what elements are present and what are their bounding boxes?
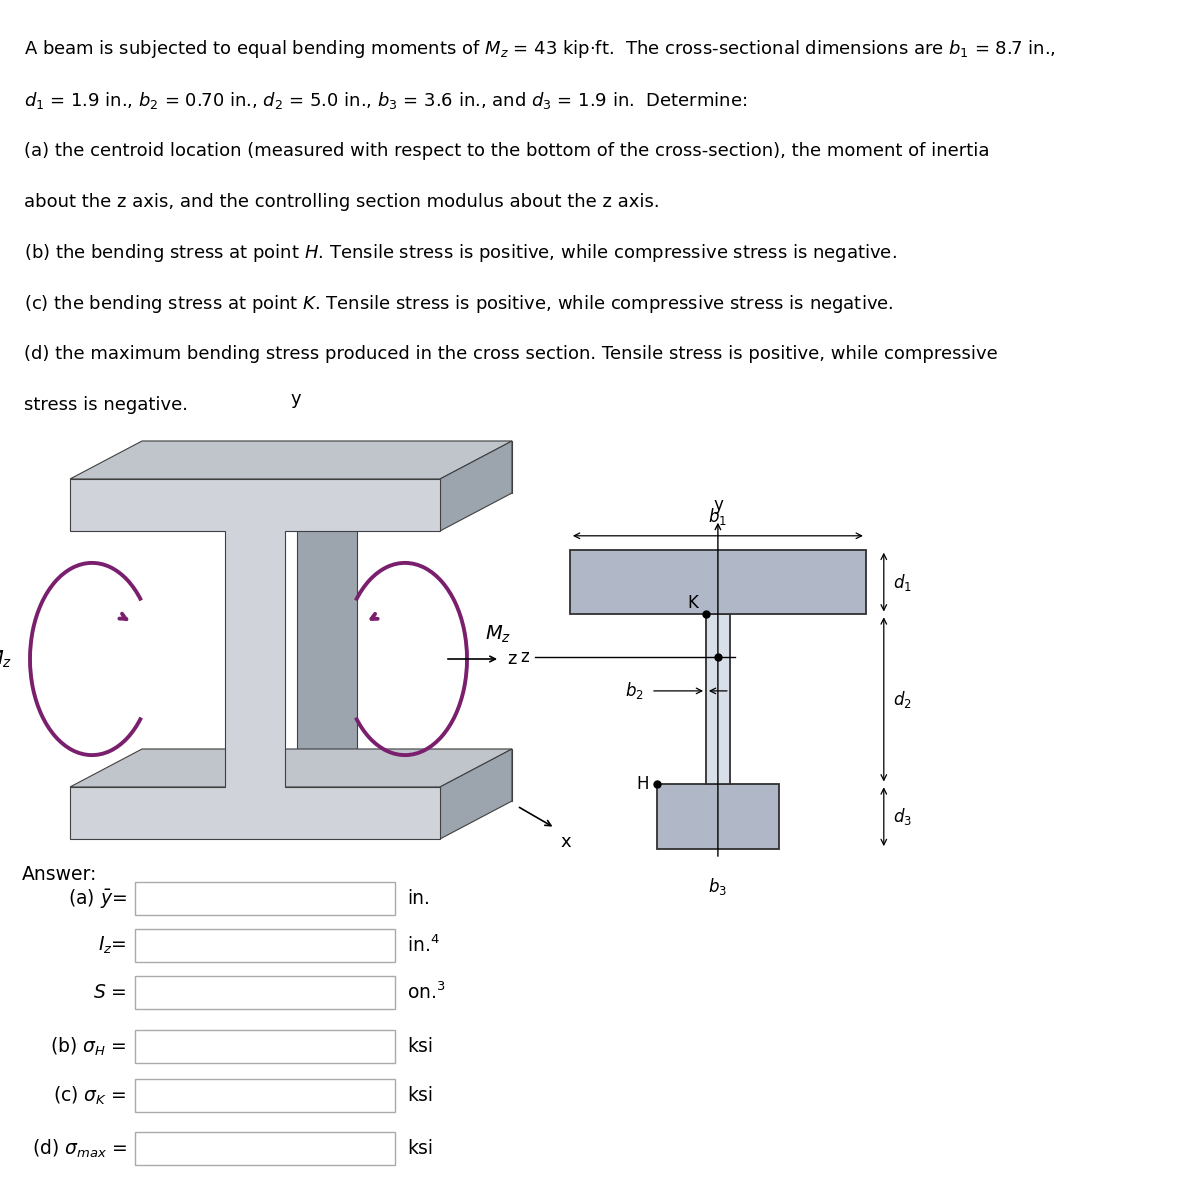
Text: (c) $\sigma_K$ =: (c) $\sigma_K$ = (53, 1085, 127, 1106)
Text: $b_3$: $b_3$ (709, 876, 728, 896)
Text: $M_z$: $M_z$ (485, 623, 511, 644)
Text: $b_1$: $b_1$ (709, 505, 728, 527)
Text: y: y (713, 496, 723, 514)
Text: H: H (636, 775, 648, 793)
Polygon shape (656, 785, 779, 848)
Text: $d_1$: $d_1$ (892, 571, 911, 593)
Text: (d) $\sigma_{max}$ =: (d) $\sigma_{max}$ = (32, 1138, 127, 1159)
Polygon shape (70, 440, 512, 479)
Text: (b) the bending stress at point $H$. Tensile stress is positive, while compressi: (b) the bending stress at point $H$. Ten… (24, 241, 897, 264)
Polygon shape (225, 493, 357, 530)
Text: (d) the maximum bending stress produced in the cross section. Tensile stress is : (d) the maximum bending stress produced … (24, 346, 998, 364)
Text: ksi: ksi (406, 1086, 433, 1105)
Text: $b_2$: $b_2$ (626, 680, 643, 701)
Text: x: x (561, 833, 571, 851)
Text: $d_1$ = 1.9 in., $b_2$ = 0.70 in., $d_2$ = 5.0 in., $b_3$ = 3.6 in., and $d_3$ =: $d_1$ = 1.9 in., $b_2$ = 0.70 in., $d_2$… (24, 90, 747, 110)
Text: $I_z$=: $I_z$= (98, 935, 127, 956)
Polygon shape (440, 749, 512, 839)
Text: z: z (520, 648, 529, 666)
Text: about the z axis, and the controlling section modulus about the z axis.: about the z axis, and the controlling se… (24, 193, 659, 211)
Polygon shape (142, 440, 512, 802)
FancyBboxPatch shape (135, 1079, 395, 1112)
Text: K: K (687, 594, 698, 612)
Text: in.$^4$: in.$^4$ (406, 935, 440, 956)
Text: Answer:: Answer: (23, 865, 97, 884)
Polygon shape (440, 440, 512, 530)
Text: $d_2$: $d_2$ (892, 689, 911, 710)
FancyBboxPatch shape (135, 1132, 395, 1165)
Text: stress is negative.: stress is negative. (24, 396, 187, 414)
FancyBboxPatch shape (135, 882, 395, 914)
Text: ksi: ksi (406, 1139, 433, 1158)
Polygon shape (70, 479, 440, 839)
Text: z: z (507, 650, 517, 668)
FancyBboxPatch shape (135, 976, 395, 1009)
Text: A beam is subjected to equal bending moments of $M_z$ = 43 kip·ft.  The cross-se: A beam is subjected to equal bending mom… (24, 38, 1056, 60)
Text: ksi: ksi (406, 1037, 433, 1056)
Text: $M_z$: $M_z$ (0, 648, 12, 670)
Text: on.$^3$: on.$^3$ (406, 982, 446, 1003)
Polygon shape (70, 749, 512, 787)
Text: (b) $\sigma_H$ =: (b) $\sigma_H$ = (51, 1036, 127, 1057)
Text: (a) $\bar{y}$=: (a) $\bar{y}$= (68, 887, 127, 910)
FancyBboxPatch shape (135, 929, 395, 962)
Polygon shape (706, 614, 730, 785)
Text: y: y (290, 390, 301, 408)
Polygon shape (570, 550, 866, 614)
Text: $S$ =: $S$ = (94, 983, 127, 1002)
Text: $d_3$: $d_3$ (892, 806, 911, 827)
Text: (c) the bending stress at point $K$. Tensile stress is positive, while compressi: (c) the bending stress at point $K$. Ten… (24, 293, 893, 314)
Text: (a) the centroid location (measured with respect to the bottom of the cross-sect: (a) the centroid location (measured with… (24, 142, 989, 160)
Text: in.: in. (406, 889, 430, 908)
FancyBboxPatch shape (135, 1030, 395, 1063)
